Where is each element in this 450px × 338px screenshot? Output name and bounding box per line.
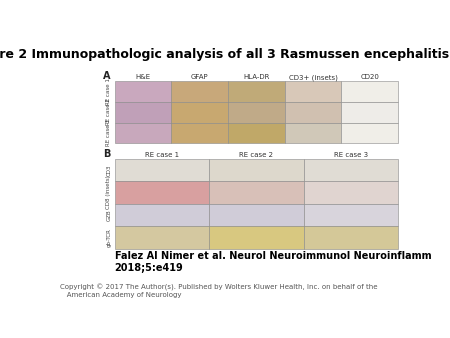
Bar <box>115 159 209 181</box>
Bar <box>209 159 304 181</box>
Text: CD8 (insets): CD8 (insets) <box>107 175 112 209</box>
Bar <box>304 181 398 203</box>
Bar <box>209 203 304 226</box>
Bar <box>342 102 398 122</box>
Bar <box>171 102 228 122</box>
Bar <box>115 102 171 122</box>
Text: Copyright © 2017 The Author(s). Published by Wolters Kluwer Health, Inc. on beha: Copyright © 2017 The Author(s). Publishe… <box>60 284 377 298</box>
Text: CD3+ (insets): CD3+ (insets) <box>288 74 338 81</box>
Bar <box>228 122 285 143</box>
Text: Figure 2 Immunopathologic analysis of all 3 Rasmussen encephalitis cases: Figure 2 Immunopathologic analysis of al… <box>0 48 450 62</box>
Text: RE case 2: RE case 2 <box>107 99 112 125</box>
Bar <box>285 81 342 102</box>
Bar <box>304 159 398 181</box>
Text: GFAP: GFAP <box>191 74 208 80</box>
Text: RE case 2: RE case 2 <box>239 152 273 158</box>
Bar <box>115 122 171 143</box>
Bar <box>171 81 228 102</box>
Bar <box>115 203 209 226</box>
Text: RE case 3: RE case 3 <box>107 120 112 146</box>
Bar <box>115 181 209 203</box>
Bar <box>285 122 342 143</box>
Bar <box>285 102 342 122</box>
Bar <box>304 226 398 249</box>
Bar <box>209 181 304 203</box>
Bar <box>115 226 209 249</box>
Bar <box>342 122 398 143</box>
Bar <box>304 203 398 226</box>
Text: gb-TCR: gb-TCR <box>107 228 112 247</box>
Bar <box>342 81 398 102</box>
Text: RE case 3: RE case 3 <box>334 152 368 158</box>
Text: H&E: H&E <box>135 74 150 80</box>
Bar <box>228 102 285 122</box>
Text: A: A <box>104 71 111 81</box>
Text: GZB: GZB <box>107 209 112 221</box>
Text: CD20: CD20 <box>360 74 379 80</box>
Text: B: B <box>104 149 111 159</box>
Bar <box>228 81 285 102</box>
Text: RE case 1: RE case 1 <box>145 152 179 158</box>
Text: Falez Al Nimer et al. Neurol Neuroimmunol Neuroinflamm
2018;5:e419: Falez Al Nimer et al. Neurol Neuroimmuno… <box>115 251 431 273</box>
Text: CD3: CD3 <box>107 164 112 175</box>
Text: HLA-DR: HLA-DR <box>243 74 270 80</box>
Bar <box>115 81 171 102</box>
Bar <box>209 226 304 249</box>
Bar <box>171 122 228 143</box>
Text: RE case 1: RE case 1 <box>107 78 112 104</box>
